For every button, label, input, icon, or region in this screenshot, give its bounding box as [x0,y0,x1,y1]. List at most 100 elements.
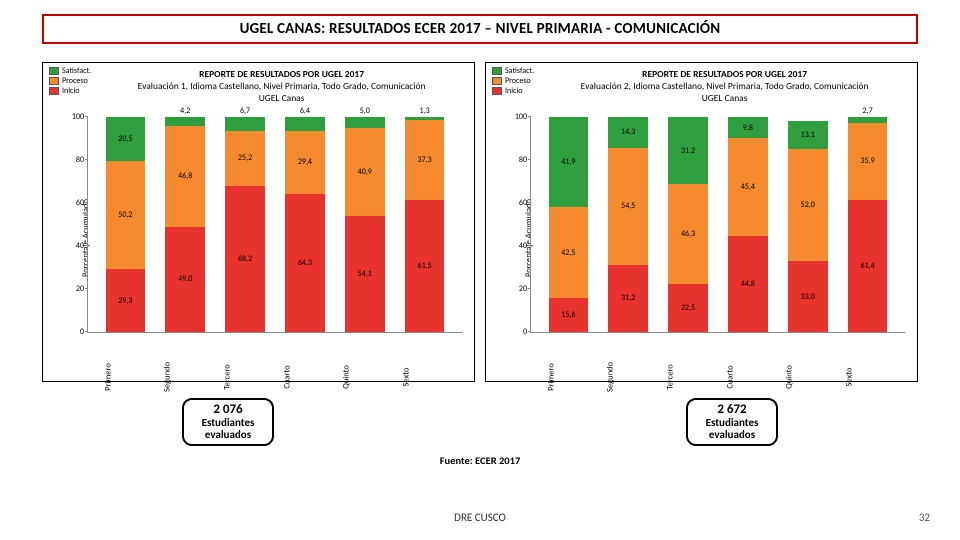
plot-area: 02040608010029,350,220,549,046,84,268,22… [87,117,462,333]
bar-segment-satisfact: 5,0 [345,117,384,128]
x-tick-label: Quinto [785,357,829,396]
bar-segment-proceso: 25,2 [225,131,264,185]
legend-item: Proceso [492,77,534,86]
legend-swatch [492,77,502,85]
bars-container: 29,350,220,549,046,84,268,225,26,764,329… [88,117,462,332]
x-tick-label: Sexto [845,357,889,396]
bar-value-label: 22,5 [681,303,695,313]
x-tick-label: Quinto [342,357,386,396]
bar-segment-satisfact: 6,7 [225,117,264,131]
stacked-bar: 61,537,31,3 [405,117,444,332]
y-tick-label: 0 [503,327,527,337]
chart-title: REPORTE DE RESULTADOS POR UGEL 2017Evalu… [538,67,911,105]
x-tick-label: Primero [546,357,590,396]
bar-segment-inicio: 68,2 [225,186,264,333]
chart-panel-2: Satisfact.ProcesoInicioREPORTE DE RESULT… [485,62,918,382]
legend-swatch [49,67,59,75]
bar-segment-satisfact: 6,4 [285,117,324,131]
bar-value-label: 31,2 [681,146,695,156]
legend-swatch [492,87,502,95]
charts-row: Satisfact.ProcesoInicioREPORTE DE RESULT… [42,62,918,382]
bar-segment-satisfact: 9,8 [728,117,767,138]
y-tick-label: 100 [60,112,84,122]
y-tick-label: 0 [60,327,84,337]
bar-segment-proceso: 46,8 [165,126,204,227]
bar-value-label: 41,9 [561,157,575,167]
bar-value-label: 46,8 [178,171,192,181]
bar-segment-satisfact: 20,5 [106,117,145,161]
bar-value-label: 29,3 [118,296,132,306]
bar-value-label: 40,9 [358,167,372,177]
y-tick-label: 20 [503,284,527,294]
bar-segment-inicio: 54,1 [345,216,384,332]
bar-segment-proceso: 42,5 [549,207,588,298]
x-tick-label: Primero [103,357,147,396]
bar-segment-satisfact: 2,7 [848,117,887,123]
student-count-label: evaluados [709,429,755,441]
student-count-num: 2 672 [717,403,746,417]
bar-segment-proceso: 50,2 [106,161,145,269]
student-count-box-1: 2 076 Estudiantes evaluados [182,398,274,446]
legend-label: Satisfact. [62,67,91,76]
y-tick-label: 20 [60,284,84,294]
stacked-bar: 68,2 25,2 6,7 [225,117,264,332]
bar-segment-satisfact: 41,9 [549,117,588,207]
bar-value-label: 13,1 [801,130,815,140]
chart-title: REPORTE DE RESULTADOS POR UGEL 2017Evalu… [95,67,468,105]
bar-segment-satisfact: 14,3 [608,117,647,148]
legend-item: Satisfact. [49,67,91,76]
x-tick-label: Segundo [606,357,650,396]
bar-value-label: 68,2 [238,254,252,264]
bar-value-label: 15,6 [561,310,575,320]
x-axis-labels: PrimeroSegundoTerceroCuartoQuintoSexto [87,335,462,379]
bar-segment-proceso: 37,3 [405,120,444,200]
stacked-bar: 15,6 42,5 41,9 [549,117,588,332]
bar-segment-inicio: 64,3 [285,194,324,332]
stacked-bar: 64,329,46,4 [285,117,324,332]
bar-value-label: 6,4 [300,106,310,116]
stacked-bar: 29,3 50,2 20,5 [106,117,145,332]
chart-header: Satisfact.ProcesoInicioREPORTE DE RESULT… [49,67,468,105]
stacked-bar: 61,4 35,92,7 [848,117,887,332]
stacked-bar: 49,046,84,2 [165,117,204,332]
bar-segment-inicio: 22,5 [668,284,707,332]
bar-segment-inicio: 61,4 [848,200,887,332]
y-tick-label: 40 [503,241,527,251]
legend-swatch [492,67,502,75]
bar-value-label: 25,2 [238,153,252,163]
legend-swatch [49,77,59,85]
y-tick-label: 60 [503,198,527,208]
legend-item: Inicio [49,87,91,96]
student-count-label: evaluados [205,429,251,441]
y-tick-label: 80 [60,155,84,165]
bar-value-label: 9,8 [743,123,753,133]
bar-value-label: 52,0 [801,200,815,210]
x-tick-label: Sexto [402,357,446,396]
bar-segment-satisfact: 1,3 [405,117,444,120]
bar-value-label: 44,8 [741,279,755,289]
bar-segment-proceso: 45,4 [728,138,767,236]
bar-segment-proceso: 35,9 [848,123,887,200]
bar-segment-proceso: 29,4 [285,131,324,194]
bar-segment-satisfact: 13,1 [788,121,827,149]
bar-value-label: 20,5 [118,134,132,144]
bars-container: 15,642,541,931,254,514,322,546,331,244,8… [531,117,905,332]
x-axis-labels: PrimeroSegundoTerceroCuartoQuintoSexto [530,335,905,379]
bar-value-label: 31,2 [621,293,635,303]
bar-value-label: 2,7 [863,106,873,116]
student-count-num: 2 076 [213,403,242,417]
y-tick-label: 60 [60,198,84,208]
legend-item: Proceso [49,77,91,86]
bar-segment-proceso: 40,9 [345,128,384,216]
stacked-bar: 54,1 40,9 5,0 [345,117,384,332]
bar-value-label: 61,4 [861,261,875,271]
chart-panel-1: Satisfact.ProcesoInicioREPORTE DE RESULT… [42,62,475,382]
legend-swatch [49,87,59,95]
plot-area: 02040608010015,642,541,931,254,514,322,5… [530,117,905,333]
x-tick-label: Segundo [163,357,207,396]
stacked-bar: 33,052,013,1 [788,117,827,332]
legend: Satisfact.ProcesoInicio [492,67,534,95]
student-count-box-2: 2 672 Estudiantes evaluados [686,398,778,446]
legend: Satisfact.ProcesoInicio [49,67,91,95]
y-tick-label: 80 [503,155,527,165]
